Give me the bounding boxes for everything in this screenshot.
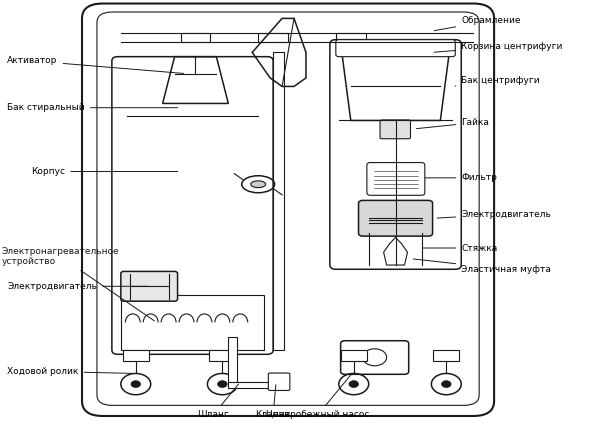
Circle shape (349, 380, 359, 387)
Text: Гайка: Гайка (416, 118, 489, 129)
FancyBboxPatch shape (112, 56, 273, 354)
Text: Ходовой ролик: Ходовой ролик (7, 367, 133, 376)
FancyBboxPatch shape (336, 40, 455, 56)
Text: Электродвигатель: Электродвигатель (7, 282, 148, 291)
Bar (122, 350, 149, 361)
FancyBboxPatch shape (359, 200, 433, 236)
FancyBboxPatch shape (341, 341, 409, 374)
Text: Шланг: Шланг (197, 384, 239, 419)
Bar (181, 33, 211, 42)
FancyBboxPatch shape (367, 163, 425, 195)
Text: Бак стиральный: Бак стиральный (7, 103, 178, 112)
FancyBboxPatch shape (82, 3, 494, 416)
Text: Клапан: Клапан (256, 385, 290, 419)
Text: Центробежный насос: Центробежный насос (266, 374, 370, 419)
Text: Бак центрифуги: Бак центрифуги (455, 76, 540, 86)
Text: Корпус: Корпус (31, 167, 178, 176)
Text: Фильтр: Фильтр (425, 173, 497, 182)
Bar (209, 350, 235, 361)
Bar (433, 350, 460, 361)
Bar (229, 382, 288, 388)
FancyBboxPatch shape (121, 271, 178, 301)
Bar (121, 295, 264, 350)
Circle shape (131, 380, 140, 387)
Text: Стяжка: Стяжка (422, 244, 497, 253)
Circle shape (442, 380, 451, 387)
Bar (273, 52, 284, 350)
Bar (229, 337, 237, 388)
Circle shape (218, 380, 227, 387)
Text: Электродвигатель: Электродвигатель (437, 209, 551, 219)
FancyBboxPatch shape (380, 120, 410, 139)
FancyBboxPatch shape (330, 40, 461, 269)
Bar (336, 33, 365, 42)
Text: Активатор: Активатор (7, 56, 184, 74)
Bar (341, 350, 367, 361)
Ellipse shape (251, 181, 266, 187)
FancyBboxPatch shape (268, 373, 290, 390)
Text: Обрамление: Обрамление (434, 16, 521, 31)
Text: Электронагревательное
устройство: Электронагревательное устройство (1, 247, 154, 321)
Bar (258, 33, 288, 42)
Text: Корзина центрифуги: Корзина центрифуги (434, 42, 563, 52)
Text: Эластичная муфта: Эластичная муфта (413, 259, 551, 274)
